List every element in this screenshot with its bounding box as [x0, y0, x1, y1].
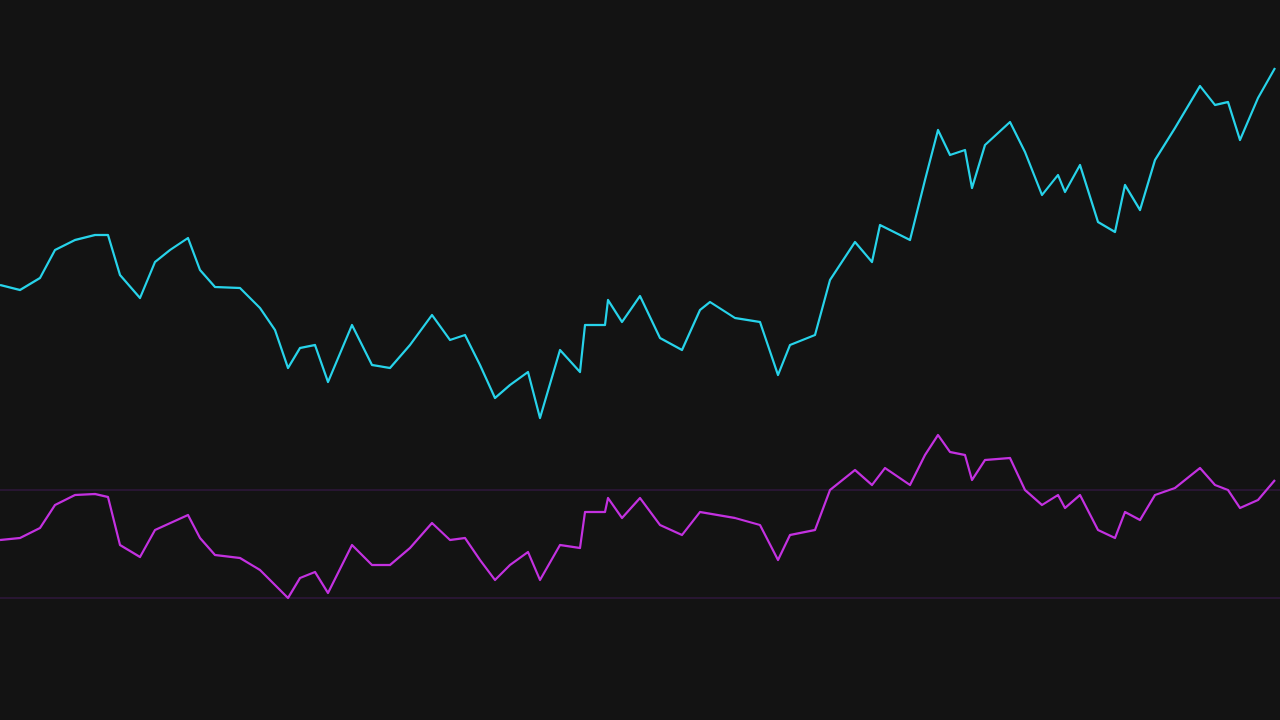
data-line [0, 67, 1276, 420]
data-line [0, 433, 1276, 600]
